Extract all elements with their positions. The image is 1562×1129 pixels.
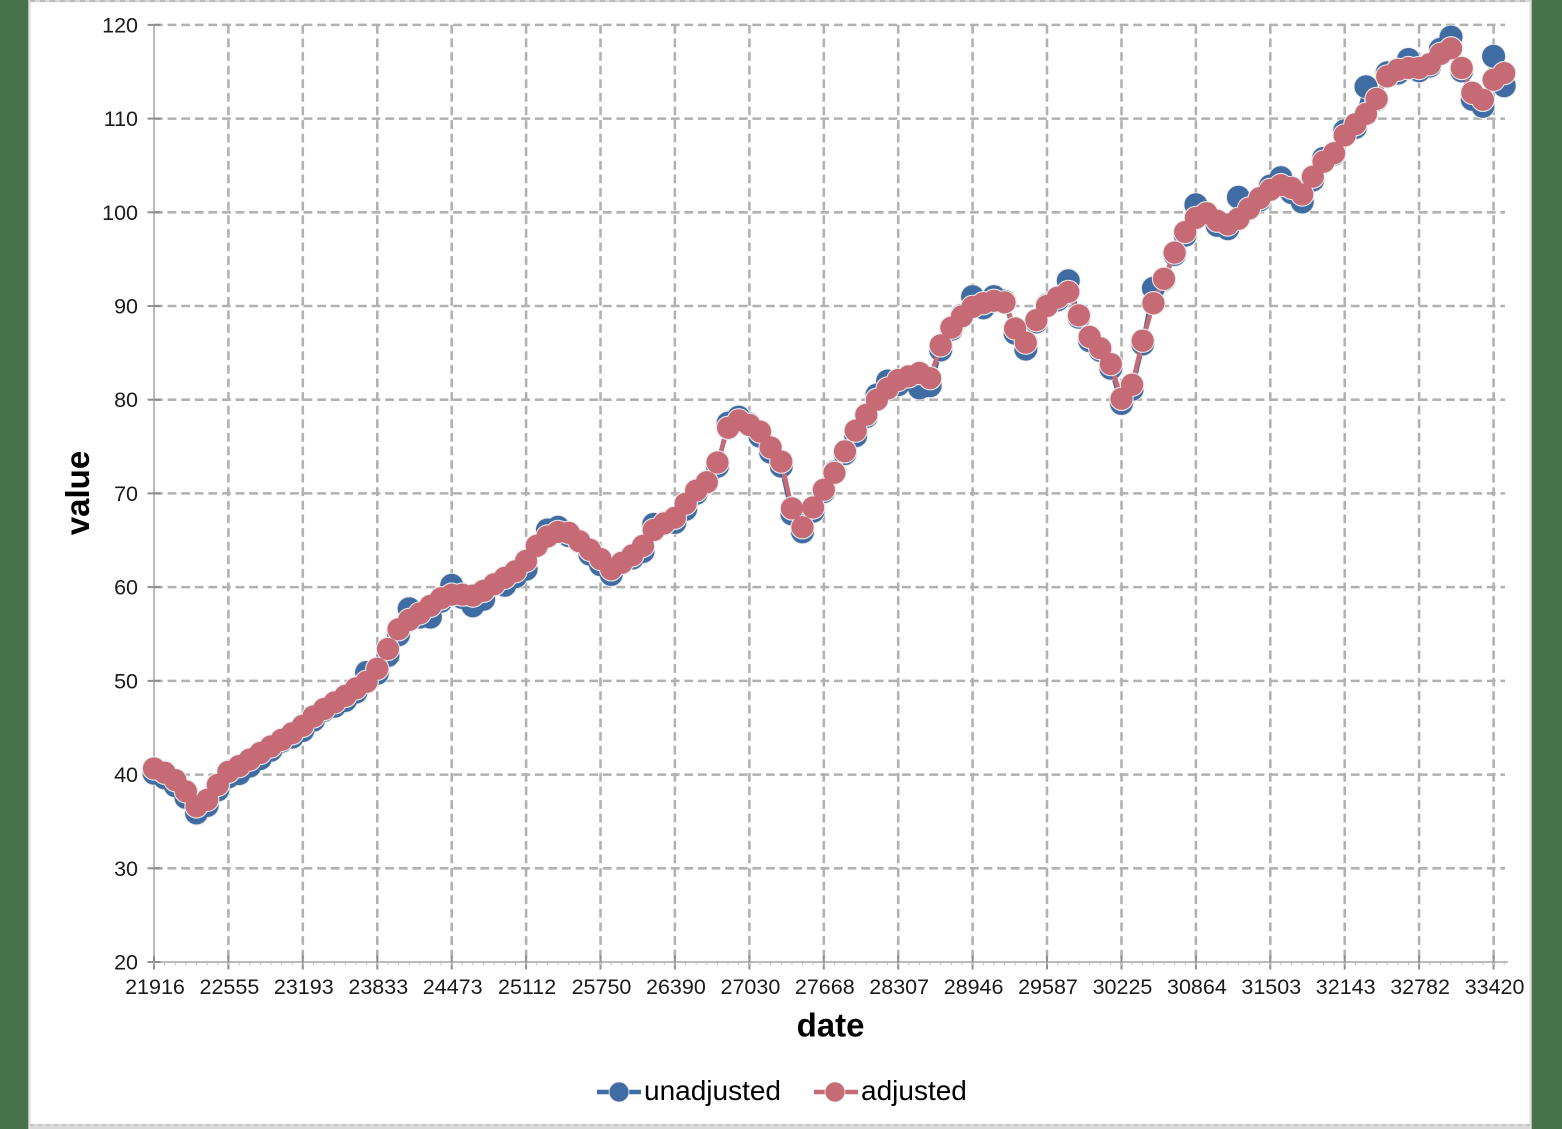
svg-text:value: value (59, 451, 96, 535)
svg-text:110: 110 (104, 107, 138, 131)
svg-text:28946: 28946 (944, 975, 1004, 999)
svg-text:80: 80 (114, 388, 138, 412)
svg-text:60: 60 (114, 576, 138, 600)
svg-text:26390: 26390 (646, 975, 706, 999)
svg-text:29587: 29587 (1018, 975, 1078, 999)
svg-text:32143: 32143 (1316, 975, 1376, 999)
svg-text:70: 70 (114, 482, 138, 506)
svg-text:22555: 22555 (200, 975, 260, 999)
svg-text:30225: 30225 (1093, 975, 1153, 999)
svg-text:30: 30 (114, 857, 138, 881)
svg-text:24473: 24473 (423, 975, 483, 999)
svg-text:32782: 32782 (1390, 975, 1450, 999)
svg-text:20: 20 (114, 951, 138, 975)
svg-text:25112: 25112 (498, 975, 556, 999)
svg-text:33420: 33420 (1465, 975, 1525, 999)
svg-text:27668: 27668 (795, 975, 855, 999)
svg-text:50: 50 (114, 669, 138, 693)
svg-text:28307: 28307 (869, 975, 929, 999)
svg-text:120: 120 (102, 13, 138, 37)
svg-text:23833: 23833 (348, 975, 408, 999)
svg-text:31503: 31503 (1241, 975, 1301, 999)
svg-text:25750: 25750 (572, 975, 632, 999)
svg-text:30864: 30864 (1167, 975, 1227, 999)
svg-text:100: 100 (102, 201, 138, 225)
svg-text:21916: 21916 (125, 975, 185, 999)
svg-text:adjusted: adjusted (861, 1075, 967, 1106)
svg-text:40: 40 (114, 763, 138, 787)
svg-text:unadjusted: unadjusted (644, 1075, 781, 1106)
svg-text:date: date (797, 1007, 865, 1044)
svg-text:27030: 27030 (721, 975, 781, 999)
svg-text:23193: 23193 (274, 975, 334, 999)
svg-text:90: 90 (114, 295, 138, 319)
